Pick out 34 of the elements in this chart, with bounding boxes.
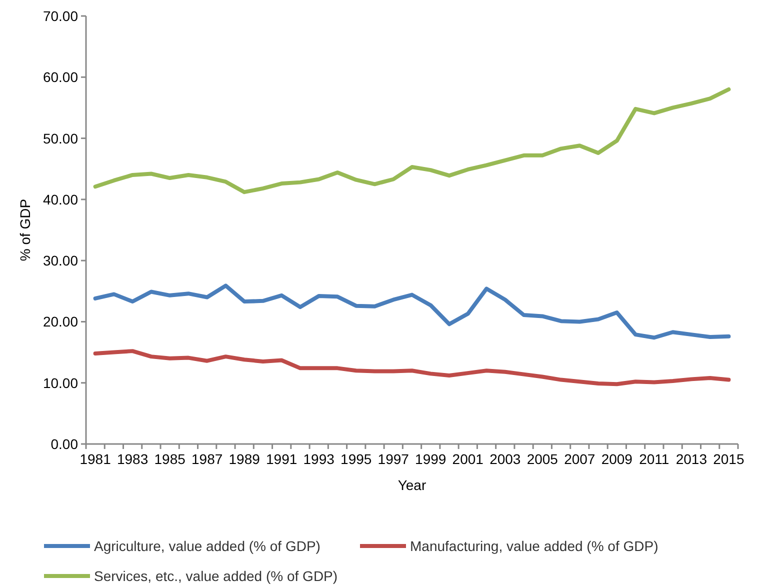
y-tick-label: 30.00 <box>42 252 78 269</box>
line-series <box>93 284 731 340</box>
y-tick-label: 60.00 <box>42 69 78 86</box>
x-tick-label: 1983 <box>116 451 148 467</box>
y-tick-label: 0.00 <box>50 436 78 452</box>
x-tick-label: 1991 <box>266 451 298 467</box>
y-tick-label: 40.00 <box>42 191 78 208</box>
x-tick-label: 2015 <box>713 451 744 467</box>
x-tick-label: 1999 <box>415 451 446 467</box>
x-tick-label: 1995 <box>340 451 372 467</box>
x-tick-label: 1981 <box>80 451 112 467</box>
legend-label: Manufacturing, value added (% of GDP) <box>410 538 658 554</box>
x-tick-label: 1985 <box>154 451 186 467</box>
line-series <box>93 87 731 194</box>
x-tick-label: 2011 <box>639 451 670 467</box>
x-tick-label: 1989 <box>228 451 260 467</box>
x-tick-label: 1987 <box>192 451 223 467</box>
x-tick-label: 2003 <box>490 451 521 467</box>
x-tick-label: 2009 <box>601 451 633 467</box>
legend-label: Agriculture, value added (% of GDP) <box>94 538 320 554</box>
x-tick-label: 2007 <box>564 451 596 467</box>
y-tick-label: 70.00 <box>42 8 78 24</box>
x-tick-label: 1993 <box>303 451 335 467</box>
y-tick-label: 10.00 <box>42 374 78 391</box>
x-tick-label: 2001 <box>452 451 484 467</box>
x-axis-title: Year <box>398 477 426 493</box>
y-axis-title: % of GDP <box>17 198 33 262</box>
y-tick-label: 20.00 <box>42 314 78 330</box>
x-tick-label: 2013 <box>676 451 708 467</box>
y-tick-label: 50.00 <box>42 130 78 146</box>
line-series <box>93 349 731 386</box>
legend-label: Services, etc., value added (% of GDP) <box>94 568 338 584</box>
x-tick-label: 1997 <box>378 451 410 467</box>
x-tick-label: 2005 <box>526 451 558 467</box>
